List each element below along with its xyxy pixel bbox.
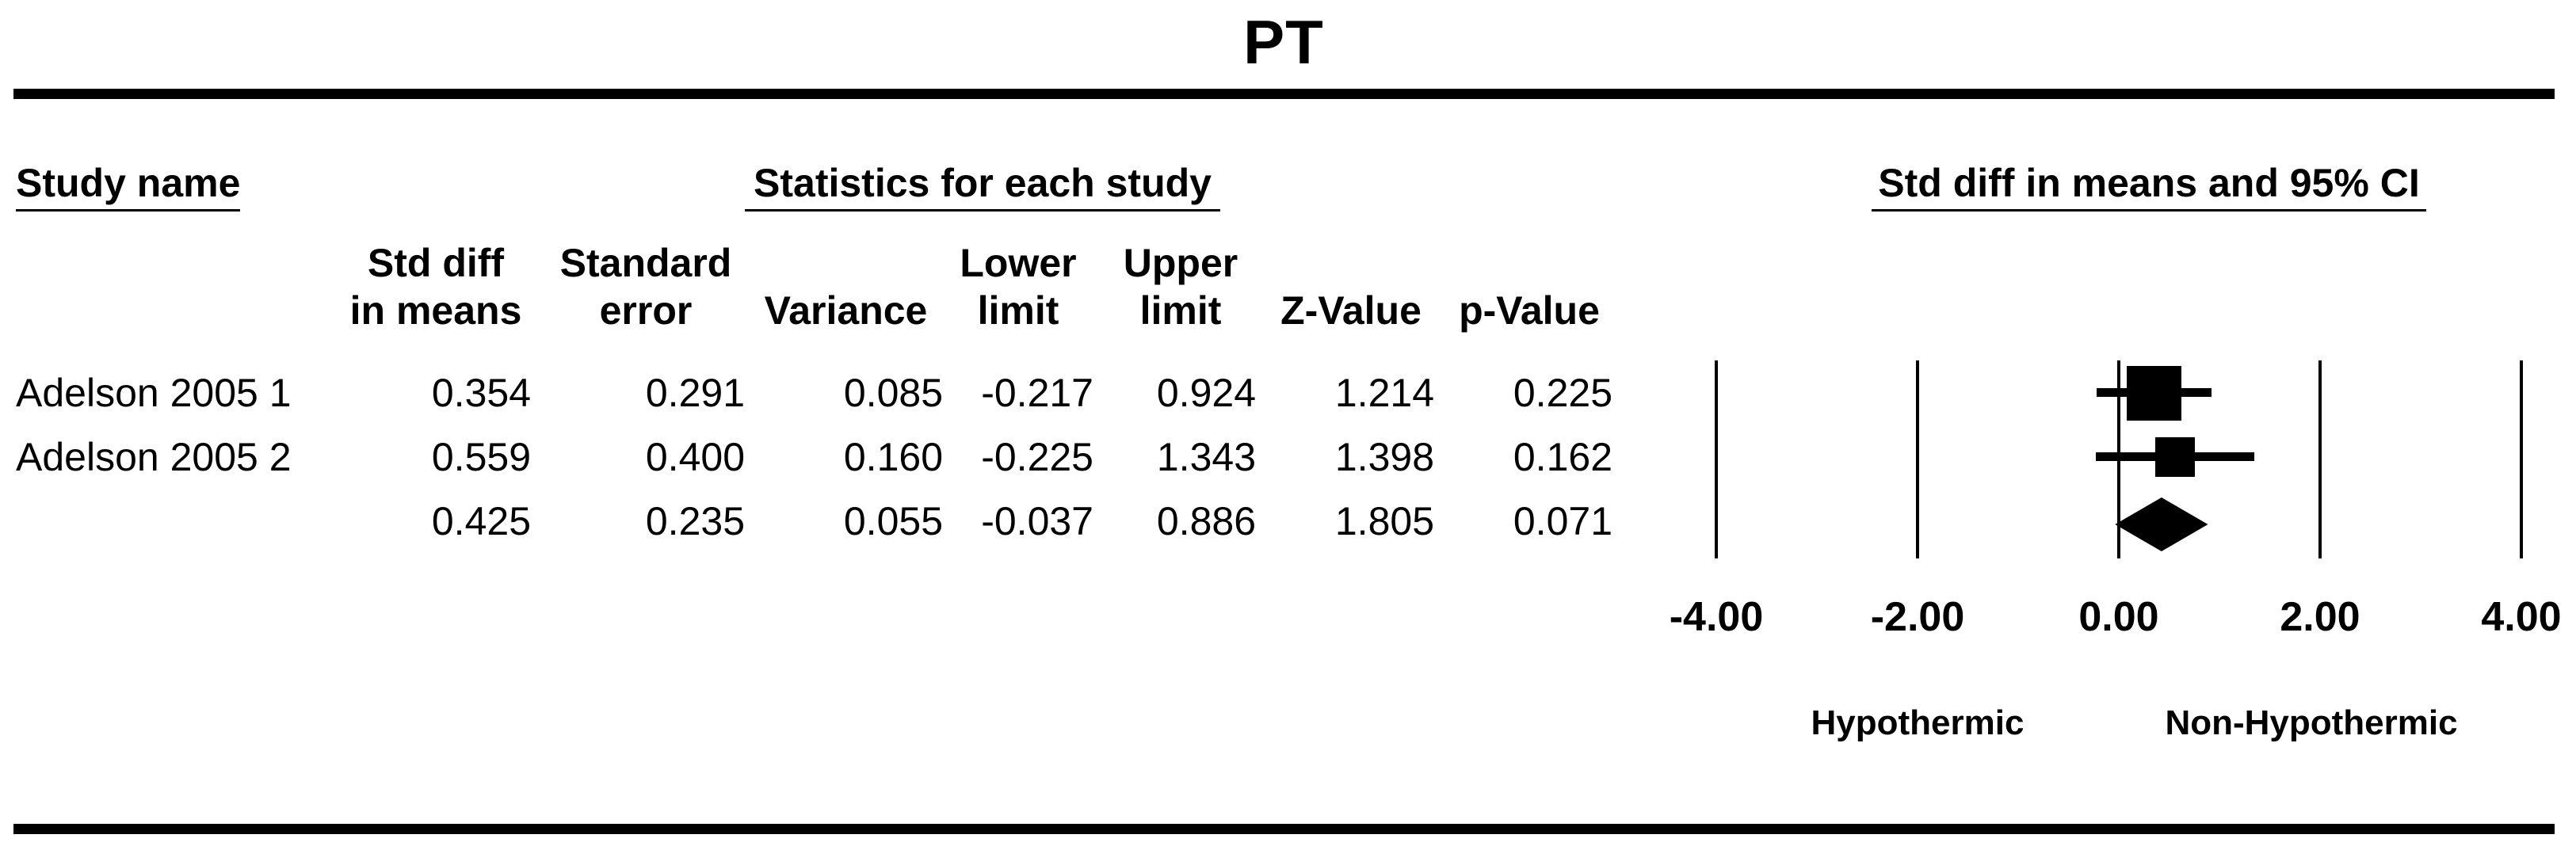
lower-limit-value: -0.037 [981, 499, 1093, 543]
standard-error-value: 0.235 [645, 499, 745, 543]
study-name-header: Study name [16, 163, 241, 212]
lower-limit-value: -0.217 [981, 371, 1093, 415]
lower-limit-value: -0.225 [981, 435, 1093, 479]
axis-gridline [1715, 360, 1718, 558]
z-value: 1.398 [1334, 435, 1434, 479]
upper-limit-value: 0.886 [1156, 499, 1256, 543]
chart-title: PT [1243, 7, 1324, 77]
std-diff-value: 0.354 [431, 371, 531, 415]
axis-gridline [1916, 360, 1919, 558]
axis-tick-label: 4.00 [2481, 594, 2562, 640]
p-value: 0.225 [1513, 371, 1612, 415]
variance-value: 0.085 [843, 371, 943, 415]
column-header-line: p-Value [1459, 288, 1600, 333]
statistics-header: Statistics for each study [745, 163, 1220, 212]
std-diff-value: 0.425 [431, 499, 531, 543]
std-diff-value: 0.559 [431, 435, 531, 479]
axis-tick-label: -2.00 [1870, 594, 1965, 640]
z-value: 1.214 [1334, 371, 1434, 415]
bottom-rule [13, 824, 2555, 834]
p-value: 0.162 [1513, 435, 1612, 479]
column-header-p-value: p-Value [1446, 238, 1612, 334]
column-header-line: Upper [1123, 241, 1238, 285]
variance-value: 0.055 [843, 499, 943, 543]
column-header-line: error [599, 288, 693, 333]
study-name: Adelson 2005 1 [16, 371, 292, 415]
axis-gridline [2318, 360, 2322, 558]
column-header-line: in means [349, 288, 522, 333]
axis-tick-label: 2.00 [2280, 594, 2360, 640]
p-value: 0.071 [1513, 499, 1612, 543]
column-header-lower-limit: Lower limit [943, 238, 1093, 334]
column-header-std-diff: Std diff in means [341, 238, 531, 334]
study-name: Adelson 2005 2 [16, 435, 292, 479]
upper-limit-value: 0.924 [1156, 371, 1256, 415]
study-point-square [2154, 437, 2195, 477]
column-header-line: Z-Value [1280, 288, 1422, 333]
column-header-standard-error: Standard error [547, 238, 745, 334]
standard-error-value: 0.291 [645, 371, 745, 415]
axis-tick-label: 0.00 [2078, 594, 2159, 640]
column-header-line: limit [977, 288, 1059, 333]
top-rule [13, 89, 2555, 99]
standard-error-value: 0.400 [645, 435, 745, 479]
z-value: 1.805 [1334, 499, 1434, 543]
column-header-upper-limit: Upper limit [1105, 238, 1256, 334]
column-header-line: Lower [960, 241, 1077, 285]
column-header-line: Std diff [367, 241, 505, 285]
upper-limit-value: 1.343 [1156, 435, 1256, 479]
column-header-variance: Variance [749, 238, 943, 334]
axis-gridline [2520, 360, 2523, 558]
variance-value: 0.160 [843, 435, 943, 479]
axis-tick-label: -4.00 [1669, 594, 1764, 640]
study-point-square [2127, 365, 2182, 421]
column-header-z-value: Z-Value [1268, 238, 1434, 334]
ci-plot-header: Std diff in means and 95% CI [1872, 163, 2426, 212]
summary-diamond [2115, 497, 2208, 551]
axis-label-non-hypothermic: Non-Hypothermic [2165, 703, 2458, 742]
axis-label-hypothermic: Hypothermic [1811, 703, 2025, 742]
column-header-line: Variance [764, 288, 928, 333]
column-header-line: Standard [559, 241, 732, 285]
column-header-line: limit [1139, 288, 1222, 333]
